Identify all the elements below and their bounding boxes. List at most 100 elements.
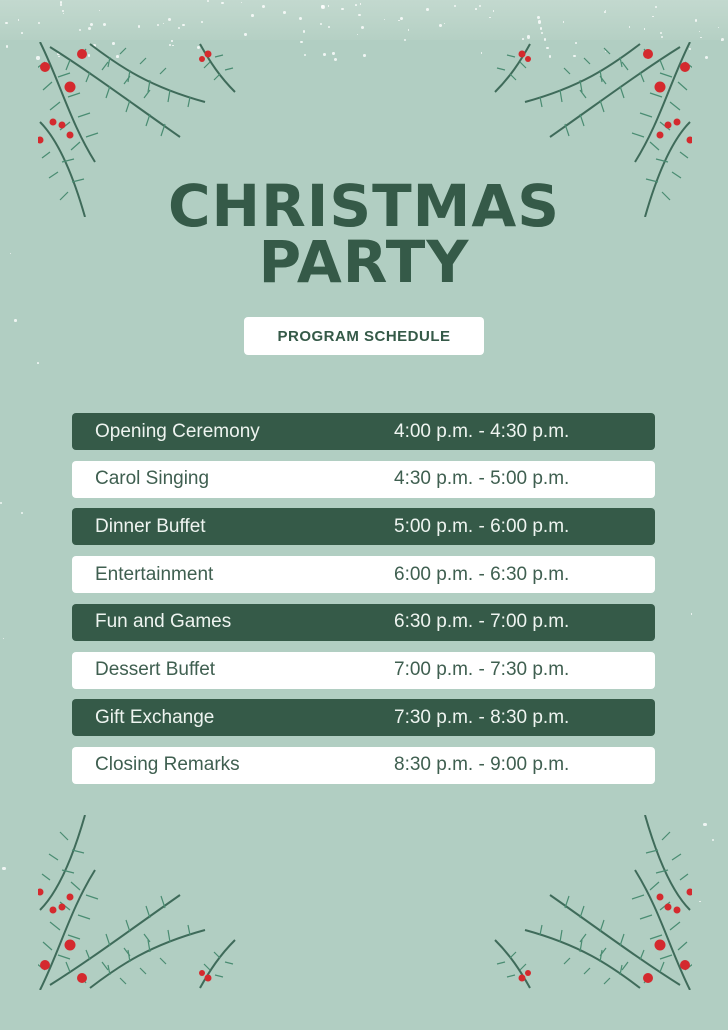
snow-speck (37, 22, 40, 25)
snow-speck (358, 13, 361, 17)
snow-speck (87, 26, 92, 31)
event-time: 5:00 p.m. - 6:00 p.m. (394, 515, 570, 537)
snow-speck (628, 26, 631, 28)
event-name: Opening Ceremony (95, 420, 260, 442)
snow-speck (544, 38, 547, 41)
snow-speck (319, 22, 323, 25)
snow-speck (604, 10, 607, 13)
snow-speck (478, 4, 481, 7)
snow-speck (221, 1, 224, 5)
schedule-row: Gift Exchange 7:30 p.m. - 8:30 p.m. (72, 699, 655, 737)
snow-speck (14, 319, 17, 322)
snow-speck (548, 55, 551, 58)
snow-speck (17, 19, 20, 22)
snow-speck (695, 19, 698, 22)
snow-speck (61, 9, 65, 12)
snow-speck (162, 23, 164, 25)
snow-speck (573, 54, 576, 58)
snow-speck (688, 48, 691, 51)
snow-speck (575, 42, 577, 45)
snow-speck (698, 30, 700, 32)
snow-speck (546, 46, 549, 50)
event-name: Dessert Buffet (95, 659, 216, 680)
snow-speck (36, 56, 40, 60)
snow-speck (283, 11, 286, 14)
snow-speck (261, 4, 265, 8)
event-name: Gift Exchange (95, 706, 215, 728)
snow-speck (426, 7, 429, 11)
snow-speck (244, 33, 247, 36)
snow-speck (303, 53, 307, 57)
snow-speck (172, 44, 174, 46)
snow-speck (115, 55, 119, 58)
snow-speck (444, 23, 446, 25)
snow-speck (5, 21, 8, 25)
snow-speck (536, 16, 541, 20)
snow-speck (59, 1, 62, 4)
snow-speck (363, 54, 366, 58)
snow-speck (300, 40, 303, 44)
snow-speck (2, 866, 6, 871)
schedule-row: Opening Ceremony 4:00 p.m. - 4:30 p.m. (72, 413, 655, 450)
snow-speck (537, 20, 542, 24)
snow-speck (57, 52, 60, 56)
snow-speck (21, 32, 23, 34)
schedule-row: Dinner Buffet 5:00 p.m. - 6:00 p.m. (72, 508, 655, 546)
snow-speck (327, 5, 329, 7)
snow-speck (302, 29, 306, 33)
event-time: 7:30 p.m. - 8:30 p.m. (394, 706, 570, 728)
snow-speck (721, 39, 723, 41)
snow-speck (182, 24, 185, 27)
snow-speck (480, 52, 483, 54)
snow-speck (320, 4, 324, 8)
snow-speck (655, 6, 658, 9)
snow-speck (700, 36, 702, 39)
snow-speck (2, 638, 4, 640)
event-name: Fun and Games (95, 611, 232, 633)
snow-speck (711, 838, 715, 842)
snow-speck (323, 52, 327, 56)
event-time: 4:30 p.m. - 5:00 p.m. (394, 468, 570, 490)
pine-branch-bottom-right (494, 815, 692, 990)
snow-speck (541, 31, 544, 34)
snow-speck (62, 12, 65, 14)
snow-speck (690, 613, 693, 615)
snow-speck (137, 25, 141, 28)
snow-speck (489, 16, 491, 19)
snow-speck (206, 0, 209, 3)
snow-speck (103, 22, 107, 26)
snow-speck (332, 52, 335, 55)
snow-speck (196, 45, 200, 50)
snow-speck (341, 7, 345, 11)
title-line-1: CHRISTMAS (167, 172, 561, 240)
snow-speck (167, 17, 171, 21)
snow-speck (454, 5, 457, 8)
program-schedule-badge: PROGRAM SCHEDULE (244, 317, 484, 355)
snow-speck (492, 10, 495, 12)
snow-speck (604, 50, 607, 52)
event-time: 8:30 p.m. - 9:00 p.m. (394, 754, 570, 776)
snow-speck (6, 45, 9, 48)
snow-speck (21, 511, 24, 514)
schedule-row: Carol Singing 4:30 p.m. - 5:00 p.m. (72, 460, 655, 498)
snow-speck (171, 40, 173, 42)
snow-speck (299, 17, 303, 21)
snow-speck (0, 501, 3, 504)
title-line-2: PARTY (258, 228, 470, 296)
snow-speck (407, 29, 410, 31)
snow-speck (720, 38, 724, 42)
snow-speck (359, 3, 362, 5)
snow-speck (521, 38, 524, 40)
event-name: Closing Remarks (95, 754, 240, 776)
snow-speck (643, 28, 646, 30)
event-name: Entertainment (95, 563, 214, 585)
snow-speck (660, 35, 663, 38)
snow-speck (604, 10, 606, 12)
schedule-row: Closing Remarks 8:30 p.m. - 9:00 p.m. (72, 746, 655, 784)
snow-speck (90, 23, 94, 27)
event-time: 6:30 p.m. - 7:00 p.m. (394, 611, 570, 633)
snow-speck (699, 900, 701, 902)
snow-speck (9, 252, 12, 254)
event-time: 6:00 p.m. - 6:30 p.m. (394, 563, 570, 585)
snow-speck (704, 55, 709, 59)
